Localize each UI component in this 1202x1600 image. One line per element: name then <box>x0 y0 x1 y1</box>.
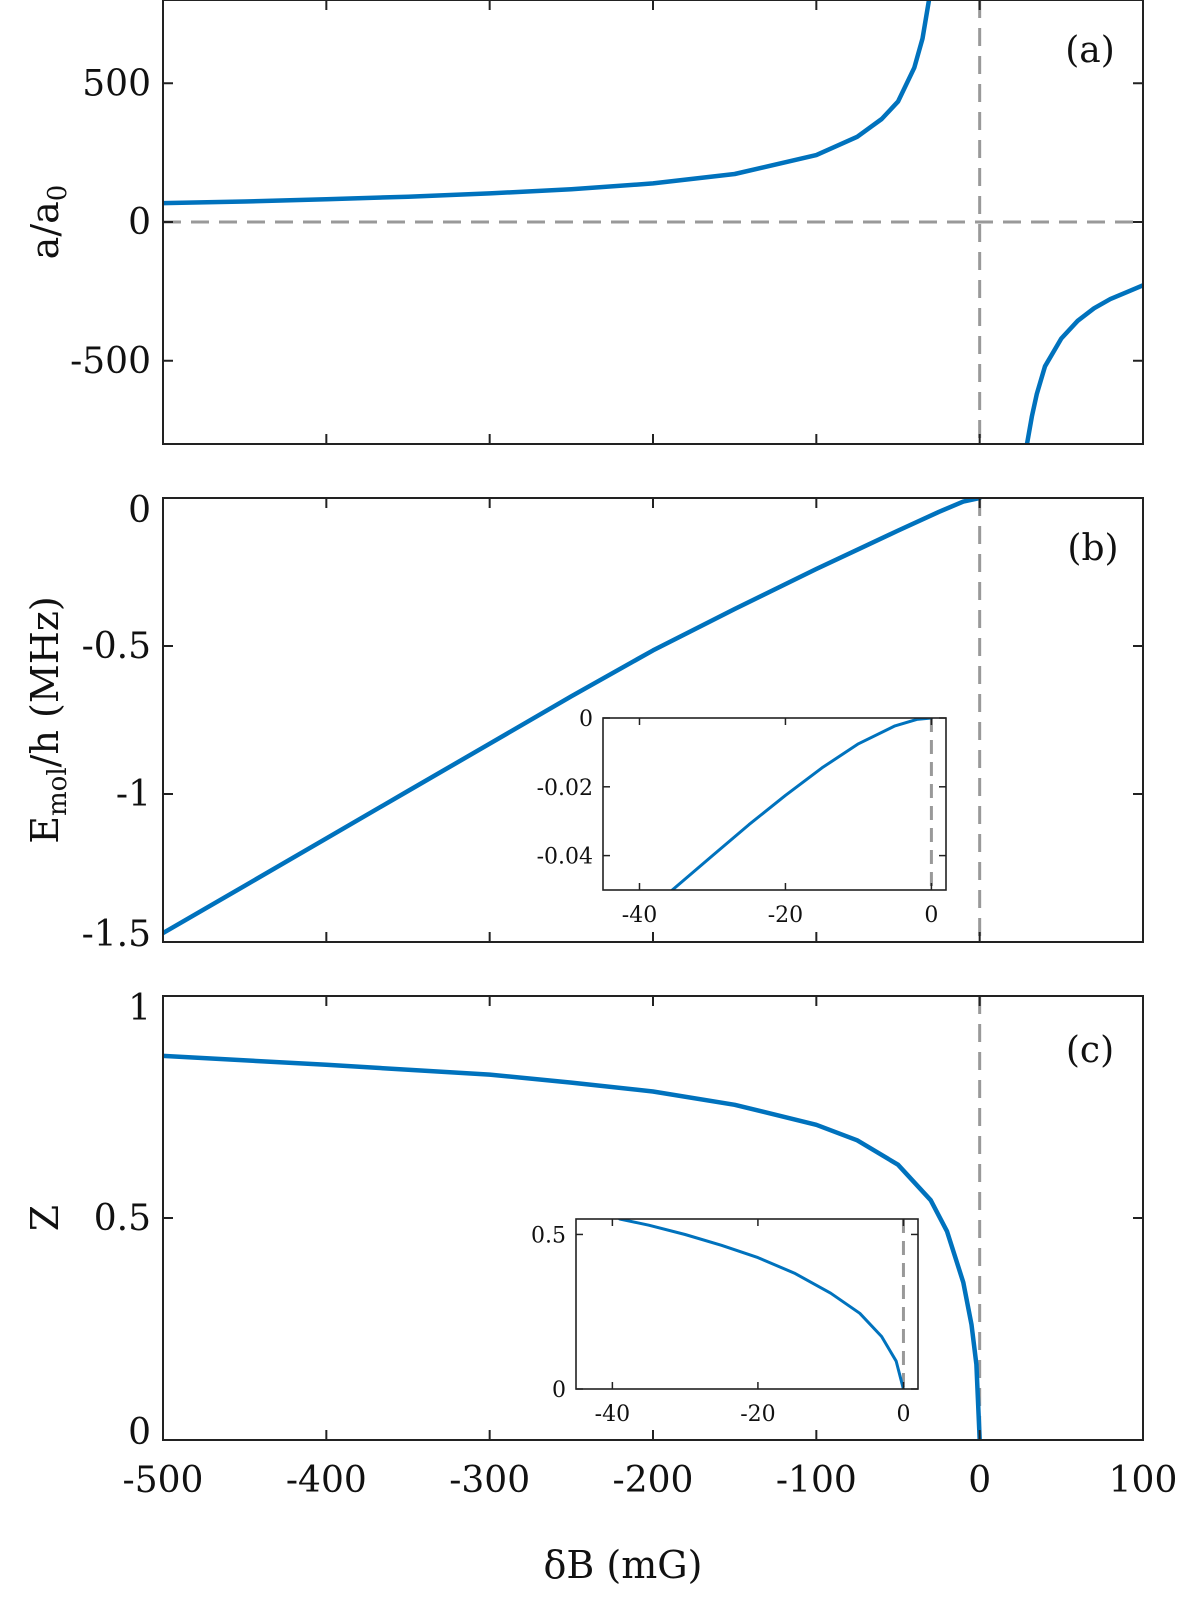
x-axis-label: δB (mG) <box>544 1543 703 1587</box>
panel-label: (c) <box>1066 1030 1114 1071</box>
inset-frame <box>602 717 947 891</box>
inset-x-tick-label: -40 <box>622 903 657 928</box>
inset-series-line-0 <box>618 1219 905 1389</box>
series-line-a-0 <box>163 0 932 206</box>
y-axis-label: Emol/h (MHz) <box>23 596 73 843</box>
inset-y-tick-label: -0.04 <box>537 845 593 870</box>
y-tick-label: -0.5 <box>82 626 151 667</box>
inset-frame <box>575 1218 919 1390</box>
shared-x-axis: -500 -400 -300 -200 -100 0 100 δB (mG) <box>123 1460 1178 1587</box>
inset-background <box>576 1219 918 1389</box>
y-tick-label: 0 <box>128 1412 151 1453</box>
y-tick-label: 0 <box>128 202 151 243</box>
inset-x-tick-label: -40 <box>595 1402 630 1427</box>
x-tick-label: -100 <box>776 1460 857 1501</box>
inset-x-tick-label: 0 <box>896 1402 910 1427</box>
x-tick-label: -400 <box>286 1460 367 1501</box>
panel-label: (a) <box>1065 30 1115 71</box>
y-axis-label-main: E <box>23 816 67 844</box>
y-tick-label: 1 <box>128 988 151 1029</box>
series-line-a-1 <box>1024 283 1143 444</box>
series-line-c-0 <box>163 1053 982 1440</box>
inset-series-line-0 <box>670 718 933 890</box>
y-axis-label-subscript: mol <box>43 767 73 816</box>
y-axis-label-rest: /h (MHz) <box>23 596 67 767</box>
y-axis-label: Z <box>23 1205 67 1231</box>
panel-b: 0-0.5-1-1.5(b)Emol/h (MHz)-40 -20 00-0.02-… <box>23 490 1144 955</box>
panel-c: 1 0.5 0 (c) Z -40 -20 0 0.5 0 <box>23 988 1144 1453</box>
y-tick-label: -500 <box>70 341 151 382</box>
inset-b: -40 -20 0 0 -0.02 -0.04 <box>537 707 947 928</box>
y-tick-label: 0.5 <box>94 1198 151 1239</box>
inset-y-tick-label: 0.5 <box>531 1223 566 1248</box>
panel-label: (b) <box>1067 528 1118 569</box>
y-axis-label-main: a/a <box>23 201 67 259</box>
inset-c: -40 -20 0 0.5 0 <box>531 1218 919 1427</box>
y-tick-label: 500 <box>82 63 151 104</box>
y-axis-label-subscript: 0 <box>43 185 73 202</box>
inset-y-tick-label: -0.02 <box>537 776 593 801</box>
y-axis-label-main: Z <box>23 1205 67 1231</box>
y-axis-label: a/a0 <box>23 185 73 260</box>
inset-y-tick-label: 0 <box>552 1378 566 1403</box>
inset-x-tick-label: -20 <box>768 903 803 928</box>
inset-x-tick-label: -20 <box>740 1402 775 1427</box>
y-tick-label: -1.5 <box>82 914 151 955</box>
x-tick-label: -200 <box>613 1460 694 1501</box>
x-tick-label: 100 <box>1109 1460 1178 1501</box>
series-line-b-0 <box>163 498 982 936</box>
y-tick-label: -1 <box>116 774 151 815</box>
x-tick-label: -300 <box>449 1460 530 1501</box>
inset-x-tick-label: 0 <box>924 903 938 928</box>
x-tick-label: -500 <box>123 1460 204 1501</box>
y-tick-label: 0 <box>128 490 151 531</box>
inset-y-tick-label: 0 <box>579 707 593 732</box>
x-tick-label: 0 <box>968 1460 991 1501</box>
